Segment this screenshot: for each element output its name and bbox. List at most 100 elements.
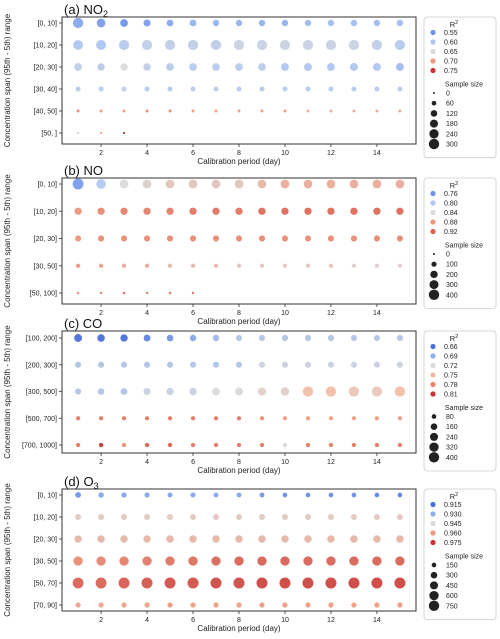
legend-size-marker — [429, 590, 439, 601]
legend-r2-label: 0.930 — [444, 512, 462, 519]
data-point — [305, 416, 311, 421]
data-point — [305, 442, 311, 448]
x-tick-label: 12 — [327, 150, 335, 157]
data-point — [257, 387, 267, 396]
data-point — [75, 416, 81, 421]
legend-box — [423, 488, 497, 620]
legend-r2-label: 0.960 — [444, 531, 462, 538]
legend-size-marker — [429, 280, 439, 290]
data-point — [97, 388, 105, 395]
data-point — [304, 19, 312, 27]
legend-r2-label: 0.66 — [444, 344, 458, 351]
data-point — [280, 387, 290, 396]
legend-r2-label: 0.72 — [444, 363, 458, 370]
data-point — [97, 63, 105, 71]
data-point — [325, 39, 337, 51]
x-tick-label: 4 — [145, 310, 149, 317]
data-point — [395, 63, 404, 71]
data-point — [98, 513, 105, 521]
data-point — [397, 442, 403, 448]
data-point — [306, 109, 310, 113]
data-point — [281, 207, 289, 215]
data-point — [234, 179, 244, 189]
legend-size-title: Sample size — [445, 82, 483, 89]
data-point — [98, 263, 104, 268]
data-point — [325, 386, 337, 397]
data-point — [236, 492, 242, 498]
data-point — [351, 442, 357, 448]
panel-b: (b) NO Concentration span (95th - 5th) ra… — [3, 163, 497, 326]
legend-size-marker — [428, 138, 440, 150]
data-point — [349, 179, 359, 189]
data-point — [167, 602, 173, 608]
data-point — [213, 416, 219, 421]
legend-size-marker — [429, 432, 439, 441]
x-tick-label: 12 — [327, 617, 335, 624]
data-point — [351, 602, 357, 608]
legend-color-marker — [430, 530, 436, 536]
data-point — [394, 39, 406, 51]
legend-color-marker — [430, 362, 436, 369]
data-point — [167, 86, 173, 92]
data-point — [166, 63, 174, 71]
data-point — [74, 535, 82, 543]
x-tick-label: 6 — [191, 150, 195, 157]
x-tick-label: 6 — [191, 459, 195, 466]
data-point — [144, 602, 150, 608]
legend-size-label: 300 — [446, 282, 458, 289]
x-tick-label: 4 — [145, 150, 149, 157]
data-point — [188, 179, 198, 189]
legend-r2-label: 0.55 — [444, 30, 458, 37]
y-tick-label: [20, 30] — [34, 65, 57, 72]
legend-r2-title: R2 — [450, 492, 458, 501]
data-point — [374, 492, 380, 498]
data-point — [96, 18, 106, 28]
data-point — [279, 39, 291, 51]
legend-color-marker — [430, 372, 436, 378]
legend-size-label: 100 — [446, 262, 458, 269]
data-point — [144, 492, 150, 498]
data-point — [120, 19, 128, 27]
data-point — [394, 386, 406, 397]
panel-d: (d) O3 Concentration span (95th - 5th) ra… — [3, 474, 497, 633]
data-point — [259, 442, 265, 448]
data-point — [304, 513, 311, 521]
data-point — [144, 513, 151, 521]
data-point — [141, 39, 153, 51]
data-point — [282, 416, 288, 421]
y-tick-label: [200, 300] — [26, 362, 57, 369]
y-tick-label: [0, 10] — [38, 182, 58, 189]
data-point — [351, 492, 357, 498]
data-point — [372, 63, 381, 71]
data-point — [395, 179, 405, 189]
data-point — [74, 63, 82, 71]
data-point — [282, 602, 288, 608]
x-tick-label: 2 — [99, 310, 103, 317]
data-point — [97, 535, 105, 543]
data-point — [121, 492, 127, 498]
data-point — [235, 535, 243, 543]
data-point — [348, 577, 360, 589]
legend-r2-label: 0.69 — [444, 354, 458, 361]
legend-color-marker — [430, 58, 436, 64]
data-point — [189, 235, 197, 242]
data-point — [99, 131, 103, 135]
data-point — [374, 416, 380, 421]
data-point — [396, 235, 403, 242]
data-point — [256, 39, 268, 51]
legend-color-marker — [430, 200, 436, 206]
x-tick-label: 10 — [281, 150, 289, 157]
data-point — [348, 386, 360, 397]
legend-color-marker — [430, 511, 436, 517]
data-point — [371, 577, 383, 589]
y-tick-label: [70, 90] — [34, 603, 57, 610]
data-point — [236, 416, 242, 421]
data-point — [374, 86, 380, 92]
data-point — [351, 416, 357, 421]
y-tick-label: [50, ] — [41, 131, 57, 138]
data-point — [233, 577, 245, 589]
data-point — [213, 442, 219, 448]
y-tick-label: [20, 30] — [34, 236, 57, 243]
legend-r2-label: 0.80 — [444, 201, 458, 208]
data-point — [145, 291, 149, 295]
